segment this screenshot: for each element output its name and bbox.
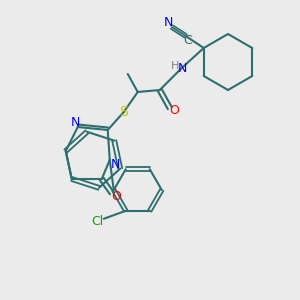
Text: H: H [171, 61, 179, 71]
Text: C: C [183, 34, 192, 47]
Text: N: N [178, 61, 188, 74]
Text: O: O [111, 190, 121, 202]
Text: N: N [71, 116, 80, 128]
Text: O: O [169, 104, 179, 118]
Text: N: N [111, 158, 120, 172]
Text: S: S [119, 105, 128, 119]
Text: N: N [164, 16, 173, 28]
Text: Cl: Cl [92, 215, 104, 228]
